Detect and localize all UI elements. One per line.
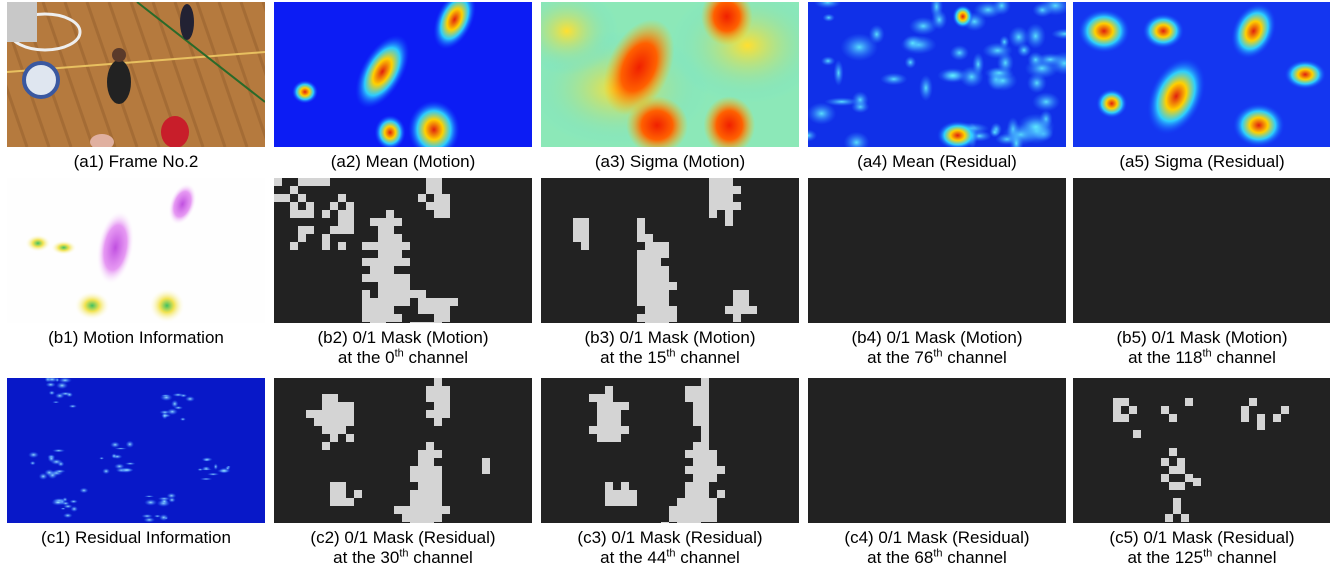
caption-channel: at the 0th channel xyxy=(264,348,542,368)
panel: (c4) 0/1 Mask (Residual)at the 68th chan… xyxy=(808,378,1066,568)
channel-text: at the 118 xyxy=(1128,348,1202,367)
channel-sup: th xyxy=(666,547,675,559)
panel: (a1) Frame No.2 xyxy=(7,2,265,172)
channel-sup: th xyxy=(1202,347,1211,359)
figure: (a1) Frame No.2(a2) Mean (Motion)(a3) Si… xyxy=(0,0,1330,573)
caption: (b1) Motion Information xyxy=(0,328,275,348)
caption-channel: at the 125th channel xyxy=(1063,548,1330,568)
caption-title: (c2) 0/1 Mask (Residual) xyxy=(264,528,542,548)
channel-text: at the 15 xyxy=(600,348,666,367)
channel-text: at the 68 xyxy=(867,548,933,567)
caption-title: (c3) 0/1 Mask (Residual) xyxy=(531,528,809,548)
caption: (b4) 0/1 Mask (Motion)at the 76th channe… xyxy=(798,328,1076,368)
panel: (c1) Residual Information xyxy=(7,378,265,548)
caption: (a5) Sigma (Residual) xyxy=(1063,152,1330,172)
panel-image xyxy=(274,2,532,147)
caption-channel: at the 76th channel xyxy=(798,348,1076,368)
caption: (c1) Residual Information xyxy=(0,528,275,548)
caption-title: (b2) 0/1 Mask (Motion) xyxy=(264,328,542,348)
channel-sup: th xyxy=(933,547,942,559)
panel-image xyxy=(274,178,532,323)
caption-channel: at the 44th channel xyxy=(531,548,809,568)
channel-rest: channel xyxy=(947,348,1007,367)
channel-rest: channel xyxy=(1217,548,1277,567)
panel: (b2) 0/1 Mask (Motion)at the 0th channel xyxy=(274,178,532,368)
panel-image xyxy=(808,178,1066,323)
caption-channel: at the 118th channel xyxy=(1063,348,1330,368)
caption: (c4) 0/1 Mask (Residual)at the 68th chan… xyxy=(798,528,1076,568)
panel: (c3) 0/1 Mask (Residual)at the 44th chan… xyxy=(541,378,799,568)
caption-channel: at the 68th channel xyxy=(798,548,1076,568)
channel-rest: channel xyxy=(1216,348,1276,367)
panel-image xyxy=(541,2,799,147)
channel-sup: th xyxy=(395,347,404,359)
caption-title: (a2) Mean (Motion) xyxy=(264,152,542,172)
panel: (a3) Sigma (Motion) xyxy=(541,2,799,172)
panel-image xyxy=(541,178,799,323)
panel-image xyxy=(274,378,532,523)
panel-image xyxy=(1073,2,1330,147)
channel-rest: channel xyxy=(680,348,740,367)
panel: (a5) Sigma (Residual) xyxy=(1073,2,1330,172)
caption-title: (c1) Residual Information xyxy=(0,528,275,548)
caption-channel: at the 30th channel xyxy=(264,548,542,568)
panel-image xyxy=(808,2,1066,147)
caption-title: (b5) 0/1 Mask (Motion) xyxy=(1063,328,1330,348)
panel: (b3) 0/1 Mask (Motion)at the 15th channe… xyxy=(541,178,799,368)
caption: (a1) Frame No.2 xyxy=(0,152,275,172)
caption: (b5) 0/1 Mask (Motion)at the 118th chann… xyxy=(1063,328,1330,368)
caption: (c3) 0/1 Mask (Residual)at the 44th chan… xyxy=(531,528,809,568)
caption-title: (a4) Mean (Residual) xyxy=(798,152,1076,172)
panel-image xyxy=(1073,178,1330,323)
caption-channel: at the 15th channel xyxy=(531,348,809,368)
panel: (a4) Mean (Residual) xyxy=(808,2,1066,172)
caption-title: (b3) 0/1 Mask (Motion) xyxy=(531,328,809,348)
caption: (b2) 0/1 Mask (Motion)at the 0th channel xyxy=(264,328,542,368)
channel-text: at the 76 xyxy=(867,348,933,367)
panel-image xyxy=(541,378,799,523)
caption-title: (a1) Frame No.2 xyxy=(0,152,275,172)
caption-title: (b4) 0/1 Mask (Motion) xyxy=(798,328,1076,348)
panel: (a2) Mean (Motion) xyxy=(274,2,532,172)
channel-rest: channel xyxy=(947,548,1007,567)
caption-title: (c4) 0/1 Mask (Residual) xyxy=(798,528,1076,548)
panel: (c2) 0/1 Mask (Residual)at the 30th chan… xyxy=(274,378,532,568)
channel-sup: th xyxy=(666,347,675,359)
channel-text: at the 30 xyxy=(333,548,399,567)
panel-image xyxy=(7,378,265,523)
panel: (b1) Motion Information xyxy=(7,178,265,348)
caption: (a3) Sigma (Motion) xyxy=(531,152,809,172)
caption: (c2) 0/1 Mask (Residual)at the 30th chan… xyxy=(264,528,542,568)
channel-rest: channel xyxy=(680,548,740,567)
panel: (b5) 0/1 Mask (Motion)at the 118th chann… xyxy=(1073,178,1330,368)
caption-title: (c5) 0/1 Mask (Residual) xyxy=(1063,528,1330,548)
panel-image xyxy=(1073,378,1330,523)
panel-image xyxy=(7,2,265,147)
caption: (b3) 0/1 Mask (Motion)at the 15th channe… xyxy=(531,328,809,368)
caption: (a2) Mean (Motion) xyxy=(264,152,542,172)
caption-title: (b1) Motion Information xyxy=(0,328,275,348)
channel-sup: th xyxy=(933,347,942,359)
caption: (a4) Mean (Residual) xyxy=(798,152,1076,172)
channel-rest: channel xyxy=(409,348,469,367)
caption: (c5) 0/1 Mask (Residual)at the 125th cha… xyxy=(1063,528,1330,568)
panel-image xyxy=(7,178,265,323)
channel-rest: channel xyxy=(413,548,473,567)
panel-image xyxy=(808,378,1066,523)
channel-text: at the 44 xyxy=(600,548,666,567)
panel: (b4) 0/1 Mask (Motion)at the 76th channe… xyxy=(808,178,1066,368)
panel: (c5) 0/1 Mask (Residual)at the 125th cha… xyxy=(1073,378,1330,568)
caption-title: (a5) Sigma (Residual) xyxy=(1063,152,1330,172)
caption-title: (a3) Sigma (Motion) xyxy=(531,152,809,172)
channel-sup: th xyxy=(399,547,408,559)
channel-text: at the 0 xyxy=(338,348,395,367)
channel-text: at the 125 xyxy=(1127,548,1203,567)
channel-sup: th xyxy=(1203,547,1212,559)
